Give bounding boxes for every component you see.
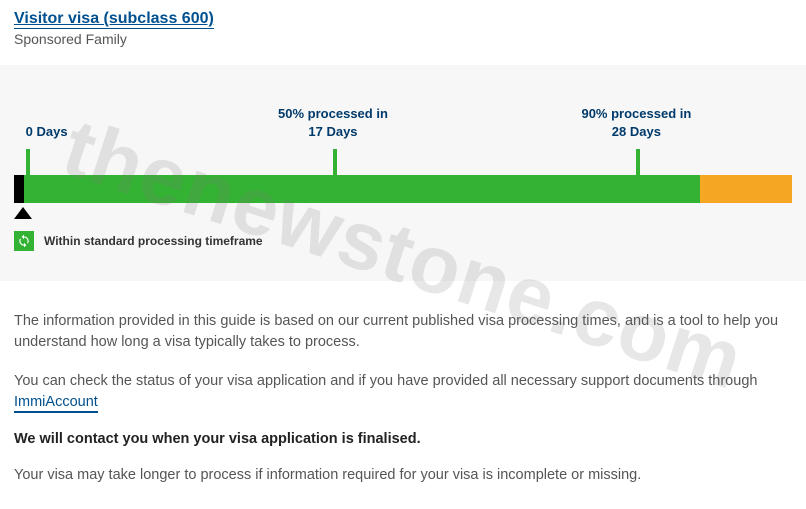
info-paragraph-4: Your visa may take longer to process if … — [14, 465, 792, 486]
timeline-label-mid-line2: 17 Days — [308, 124, 357, 139]
timeline-bar — [14, 175, 792, 203]
tick-mid — [333, 149, 337, 175]
timeline-label-mid: 50% processed in 17 Days — [278, 105, 388, 140]
bar-left-edge — [14, 175, 24, 203]
bar-orange — [700, 175, 792, 203]
timeline-section: 0 Days 50% processed in 17 Days 90% proc… — [0, 65, 806, 281]
legend-text: Within standard processing timeframe — [44, 234, 263, 248]
timeline-label-end-line2: 28 Days — [612, 124, 661, 139]
refresh-icon — [14, 231, 34, 251]
legend: Within standard processing timeframe — [14, 231, 792, 251]
info-p2-pre: You can check the status of your visa ap… — [14, 373, 757, 389]
immiaccount-link[interactable]: ImmiAccount — [14, 394, 98, 413]
timeline-labels: 0 Days 50% processed in 17 Days 90% proc… — [14, 105, 792, 145]
bar-green — [24, 175, 700, 203]
tick-start — [26, 149, 30, 175]
timeline-label-mid-line1: 50% processed in — [278, 106, 388, 121]
bar-track — [24, 175, 792, 203]
info-section: The information provided in this guide i… — [0, 281, 806, 486]
visa-subtitle: Sponsored Family — [14, 31, 792, 47]
timeline-label-end-line1: 90% processed in — [581, 106, 691, 121]
visa-title-link[interactable]: Visitor visa (subclass 600) — [14, 10, 214, 29]
marker-arrow-icon — [14, 207, 32, 219]
timeline-label-end: 90% processed in 28 Days — [581, 105, 691, 140]
timeline-label-start: 0 Days — [26, 123, 68, 141]
timeline-ticks — [14, 149, 792, 175]
info-paragraph-2: You can check the status of your visa ap… — [14, 371, 792, 413]
tick-end — [636, 149, 640, 175]
header: Visitor visa (subclass 600) Sponsored Fa… — [0, 0, 806, 55]
info-paragraph-1: The information provided in this guide i… — [14, 311, 792, 353]
info-paragraph-3: We will contact you when your visa appli… — [14, 431, 792, 447]
